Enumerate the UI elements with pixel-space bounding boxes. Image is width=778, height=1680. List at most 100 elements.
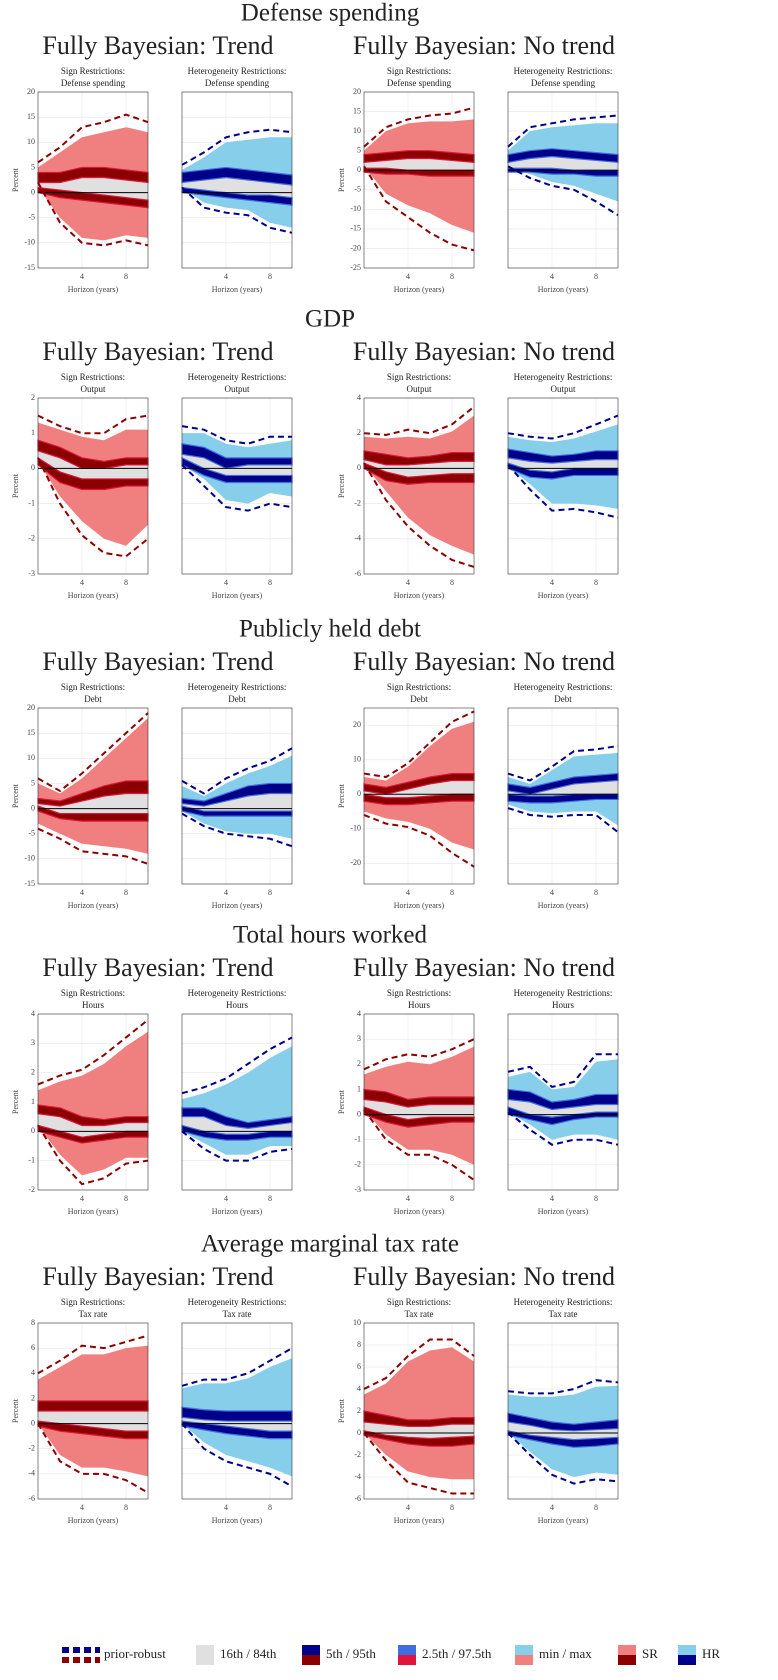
prior-robust-line — [181, 464, 293, 512]
column-title: Fully Bayesian: No trend — [353, 337, 615, 366]
x-tick-label: 8 — [450, 272, 454, 281]
panel: Sign Restrictions: Hours -3 -2 -1 0 1 2 3 4 Percen… — [337, 988, 475, 1216]
prior-robust-line — [181, 128, 293, 166]
y-tick-label: -2 — [28, 534, 35, 543]
panel-title: Defense spending — [387, 78, 452, 88]
panel-title: Sign Restrictions: — [387, 372, 451, 382]
panel: Heterogeneity Restrictions: Output 4 8 Horiz… — [507, 372, 619, 600]
section-title: Average marginal tax rate — [201, 1231, 459, 1258]
prior-robust-line — [37, 1423, 149, 1494]
y-tick-label: 2 — [31, 1067, 35, 1076]
panel: Sign Restrictions: Output -6 -4 -2 0 2 4 Percent… — [337, 372, 475, 600]
y-tick-label: 4 — [31, 1009, 35, 1018]
x-tick-label: 8 — [268, 1194, 272, 1203]
y-tick-label: 10 — [353, 755, 361, 764]
x-tick-label: 8 — [268, 1503, 272, 1512]
plot-frame — [363, 1013, 475, 1191]
y-axis-label: Percent — [337, 783, 346, 808]
y-tick-label: 5 — [31, 778, 35, 787]
plot-frame — [507, 1013, 619, 1191]
x-tick-label: 4 — [224, 1503, 228, 1512]
legend-swatch — [302, 1655, 320, 1665]
prior-robust-line — [181, 747, 293, 795]
y-tick-label: 1 — [31, 428, 35, 437]
prior-robust-line — [181, 425, 292, 445]
y-axis-label: Percent — [11, 167, 20, 192]
prior-robust-line — [37, 113, 149, 164]
panel-title: Defense spending — [205, 78, 270, 88]
y-tick-label: 10 — [27, 137, 35, 146]
panel-title: Output — [224, 384, 250, 394]
legend-label: 16th / 84th — [220, 1646, 277, 1661]
plot-frame — [37, 707, 149, 885]
x-tick-label: 8 — [124, 1194, 128, 1203]
panel-title: Heterogeneity Restrictions: — [188, 988, 287, 998]
panel-title: Hours — [552, 1000, 574, 1010]
y-tick-label: 5 — [357, 145, 361, 154]
y-tick-label: -25 — [350, 263, 361, 272]
y-tick-label: 3 — [357, 1034, 361, 1043]
panel-title: Debt — [410, 694, 428, 704]
y-tick-label: -20 — [350, 243, 361, 252]
prior-robust-line — [507, 1111, 619, 1146]
panel: Sign Restrictions: Defense spending -25 -20… — [337, 66, 475, 294]
y-tick-label: 0 — [31, 187, 35, 196]
x-axis-label: Horizon (years) — [394, 901, 445, 910]
y-axis-label: Percent — [337, 1089, 346, 1114]
panel-title: Tax rate — [404, 1309, 433, 1319]
panel: Sign Restrictions: Defense spending -15 -10… — [11, 66, 149, 294]
panel-title: Tax rate — [548, 1309, 577, 1319]
panel-title: Output — [550, 384, 576, 394]
y-tick-label: 6 — [31, 1343, 35, 1352]
legend-swatch — [302, 1645, 320, 1655]
y-tick-label: 1 — [357, 1084, 361, 1093]
panel-title: Sign Restrictions: — [387, 1297, 451, 1307]
panel-title: Sign Restrictions: — [61, 372, 125, 382]
y-tick-label: 0 — [357, 463, 361, 472]
y-tick-label: 0 — [357, 789, 361, 798]
prior-robust-line — [363, 106, 475, 148]
x-tick-label: 4 — [550, 1503, 554, 1512]
panel: Heterogeneity Restrictions: Defense spend… — [507, 66, 619, 294]
panel-title: Heterogeneity Restrictions: — [514, 1297, 613, 1307]
panel: Sign Restrictions: Tax rate -6 -4 -2 0 2 4 6 8 Per… — [11, 1297, 149, 1525]
column-title: Fully Bayesian: Trend — [42, 1262, 273, 1291]
y-tick-label: -15 — [24, 263, 35, 272]
column-title: Fully Bayesian: Trend — [42, 953, 273, 982]
prior-robust-line — [507, 464, 619, 519]
x-tick-label: 8 — [450, 578, 454, 587]
plot-frame — [363, 707, 475, 885]
prior-robust-line — [363, 814, 475, 868]
x-axis-label: Horizon (years) — [68, 1516, 119, 1525]
panel-title: Tax rate — [78, 1309, 107, 1319]
y-tick-label: 15 — [27, 728, 35, 737]
legend-label: 2.5th / 97.5th — [422, 1646, 492, 1661]
plot-frame — [181, 1013, 293, 1191]
interval-area — [182, 1116, 292, 1135]
y-tick-label: 8 — [357, 1340, 361, 1349]
panel-title: Sign Restrictions: — [61, 1297, 125, 1307]
x-tick-label: 4 — [550, 1194, 554, 1203]
plot-frame — [181, 707, 293, 885]
min-max-area — [38, 1031, 148, 1176]
y-tick-label: -3 — [28, 569, 35, 578]
y-tick-label: 20 — [27, 87, 35, 96]
x-tick-label: 8 — [594, 1503, 598, 1512]
x-tick-label: 8 — [594, 888, 598, 897]
x-tick-label: 8 — [450, 888, 454, 897]
prior-robust-line — [507, 807, 619, 834]
prior-robust-line — [37, 712, 149, 793]
panel-title: Output — [80, 384, 106, 394]
panel-title: Debt — [84, 694, 102, 704]
legend-label: HR — [702, 1646, 720, 1661]
column-title: Fully Bayesian: Trend — [42, 647, 273, 676]
x-axis-label: Horizon (years) — [394, 1516, 445, 1525]
y-tick-label: 0 — [357, 165, 361, 174]
interval-area — [508, 780, 618, 796]
y-tick-label: -6 — [354, 569, 361, 578]
y-tick-label: -1 — [28, 1155, 35, 1164]
x-tick-label: 4 — [406, 1194, 410, 1203]
y-axis-label: Percent — [11, 1089, 20, 1114]
y-tick-label: -1 — [354, 1135, 361, 1144]
y-axis-label: Percent — [337, 167, 346, 192]
